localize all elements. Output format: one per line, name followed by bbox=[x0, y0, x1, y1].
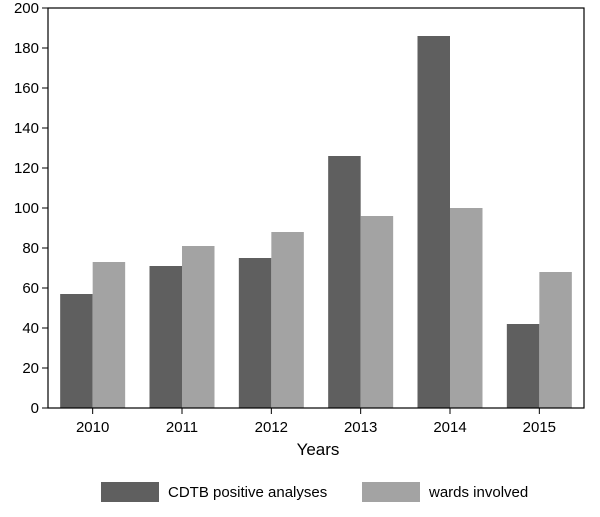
y-tick-label: 20 bbox=[22, 360, 39, 377]
x-tick-label-2015: 2015 bbox=[523, 419, 556, 436]
bar-cdtb-positive-analyses-2015 bbox=[506, 324, 540, 408]
x-tick-label-2013: 2013 bbox=[344, 419, 377, 436]
x-tick-label-2010: 2010 bbox=[76, 419, 109, 436]
y-tick-label: 100 bbox=[14, 200, 39, 217]
bar-wards-involved-2015 bbox=[539, 272, 572, 408]
y-tick-label: 160 bbox=[14, 80, 39, 97]
y-tick-label: 80 bbox=[22, 240, 39, 257]
y-tick-label: 40 bbox=[22, 320, 39, 337]
legend-swatch-cdtb-positive-analyses bbox=[101, 482, 159, 502]
x-tick-label-2011: 2011 bbox=[166, 419, 198, 436]
bar-wards-involved-2011 bbox=[182, 246, 215, 408]
bar-wards-involved-2010 bbox=[92, 262, 126, 408]
bar-wards-involved-2013 bbox=[360, 216, 394, 408]
legend-swatch-wards-involved bbox=[362, 482, 420, 502]
bar-cdtb-positive-analyses-2014 bbox=[417, 36, 450, 408]
x-axis: 2010 2011 2012 2013 2014 2015 bbox=[76, 408, 556, 436]
y-tick-label: 0 bbox=[31, 400, 39, 417]
x-tick-label-2012: 2012 bbox=[255, 419, 288, 436]
y-tick-label: 60 bbox=[22, 280, 39, 297]
y-tick-label: 180 bbox=[14, 40, 39, 57]
legend: CDTB positive analyses wards involved bbox=[101, 482, 528, 502]
plot-area bbox=[60, 36, 572, 408]
bar-cdtb-positive-analyses-2013 bbox=[328, 156, 361, 408]
bar-cdtb-positive-analyses-2012 bbox=[238, 258, 272, 408]
legend-label-wards-involved: wards involved bbox=[428, 484, 528, 501]
bar-cdtb-positive-analyses-2010 bbox=[60, 294, 93, 408]
y-axis: 0 20 40 60 80 100 120 140 160 180 200 bbox=[14, 0, 48, 417]
y-tick-label: 120 bbox=[14, 160, 39, 177]
bar-cdtb-positive-analyses-2011 bbox=[149, 266, 182, 408]
bar-wards-involved-2012 bbox=[271, 232, 304, 408]
x-axis-title: Years bbox=[297, 440, 340, 459]
y-tick-label: 200 bbox=[14, 0, 39, 17]
bar-wards-involved-2014 bbox=[450, 208, 483, 408]
plot-frame bbox=[47, 7, 585, 409]
y-tick-label: 140 bbox=[14, 120, 39, 137]
legend-label-cdtb-positive-analyses: CDTB positive analyses bbox=[168, 484, 327, 501]
x-tick-label-2014: 2014 bbox=[433, 419, 466, 436]
